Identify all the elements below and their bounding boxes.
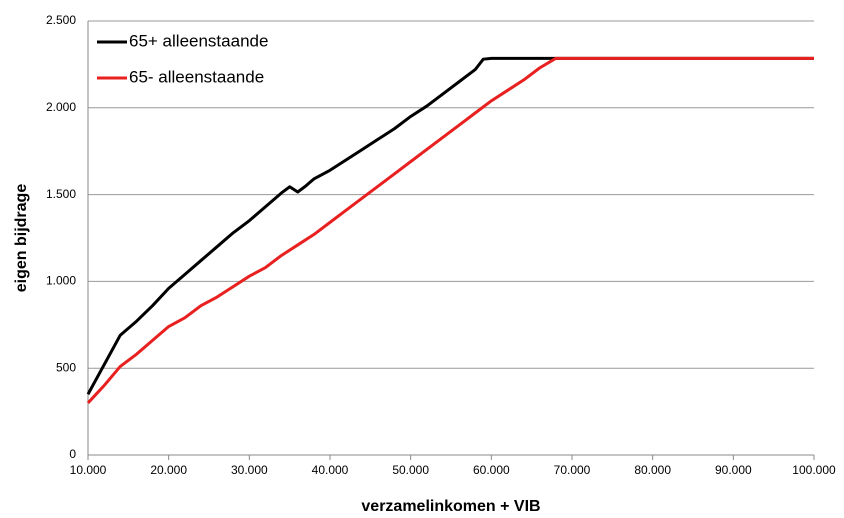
y-axis-label: eigen bijdrage bbox=[13, 184, 30, 293]
y-tick-label: 1.500 bbox=[46, 187, 76, 201]
x-axis-label: verzamelinkomen + VIB bbox=[361, 498, 540, 515]
line-series bbox=[86, 56, 814, 404]
x-tick-label: 90.000 bbox=[715, 463, 752, 477]
x-tick-label: 100.000 bbox=[792, 463, 836, 477]
x-tick-label: 40.000 bbox=[312, 463, 349, 477]
line-series bbox=[86, 56, 814, 395]
legend-label: 65+ alleenstaande bbox=[129, 31, 268, 50]
x-tick-label: 30.000 bbox=[231, 463, 268, 477]
x-tick-label: 60.000 bbox=[473, 463, 510, 477]
x-tick-label: 80.000 bbox=[634, 463, 671, 477]
x-tick-label: 10.000 bbox=[70, 463, 107, 477]
y-tick-label: 2.500 bbox=[46, 13, 76, 27]
x-tick-label: 70.000 bbox=[554, 463, 591, 477]
y-tick-label: 0 bbox=[69, 447, 76, 461]
legend-label: 65- alleenstaande bbox=[129, 67, 264, 86]
y-tick-label: 500 bbox=[56, 360, 76, 374]
x-tick-label: 20.000 bbox=[150, 463, 187, 477]
y-tick-label: 2.000 bbox=[46, 100, 76, 114]
x-tick-label: 50.000 bbox=[392, 463, 429, 477]
y-tick-label: 1.000 bbox=[46, 274, 76, 288]
